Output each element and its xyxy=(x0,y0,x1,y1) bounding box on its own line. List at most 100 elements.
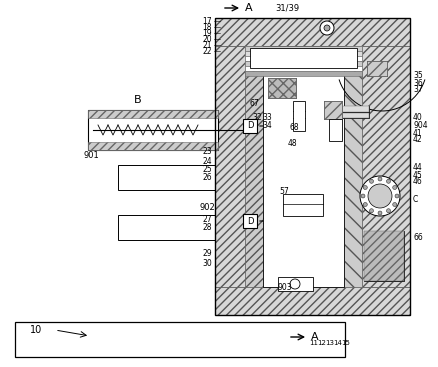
Text: 44: 44 xyxy=(413,164,423,172)
Bar xyxy=(367,61,387,76)
Bar xyxy=(364,231,404,281)
Circle shape xyxy=(320,21,334,35)
Text: 28: 28 xyxy=(202,224,212,233)
Text: 34: 34 xyxy=(262,121,272,131)
Text: 40: 40 xyxy=(413,113,423,123)
Bar xyxy=(243,119,257,133)
Text: 13: 13 xyxy=(325,340,334,346)
Text: 27: 27 xyxy=(202,215,212,225)
Circle shape xyxy=(363,185,367,189)
Bar xyxy=(339,106,369,118)
Bar xyxy=(362,46,410,287)
Text: 57: 57 xyxy=(279,188,289,196)
Text: 12: 12 xyxy=(317,340,326,346)
Bar xyxy=(283,194,323,216)
Bar xyxy=(118,215,215,240)
Bar xyxy=(215,18,410,46)
Bar xyxy=(245,61,362,66)
Bar xyxy=(293,101,305,131)
Bar xyxy=(245,56,362,61)
Text: 18: 18 xyxy=(202,22,212,32)
Text: 17: 17 xyxy=(202,17,212,25)
Bar xyxy=(245,46,362,51)
Circle shape xyxy=(370,209,374,213)
Bar xyxy=(250,48,357,68)
Bar xyxy=(245,46,263,287)
Text: 24: 24 xyxy=(202,157,212,167)
Bar xyxy=(88,110,218,150)
Text: 67: 67 xyxy=(250,98,260,108)
Bar xyxy=(268,78,296,98)
Circle shape xyxy=(324,25,330,31)
Text: 32: 32 xyxy=(252,113,261,121)
Circle shape xyxy=(361,194,365,198)
Text: 19: 19 xyxy=(202,29,212,37)
Circle shape xyxy=(393,185,397,189)
Text: 23: 23 xyxy=(202,148,212,156)
Text: 15: 15 xyxy=(341,340,350,346)
Circle shape xyxy=(378,177,382,181)
Text: D: D xyxy=(247,121,253,131)
Text: 35: 35 xyxy=(413,72,423,80)
Text: 48: 48 xyxy=(288,138,298,148)
Text: A: A xyxy=(245,3,253,13)
Text: 37: 37 xyxy=(413,86,423,94)
Bar xyxy=(88,142,218,150)
Bar xyxy=(118,165,215,190)
Text: 22: 22 xyxy=(202,47,212,55)
Text: 45: 45 xyxy=(413,171,423,179)
Bar xyxy=(367,256,402,281)
Bar xyxy=(15,322,345,357)
Bar xyxy=(324,101,342,119)
Circle shape xyxy=(393,203,397,207)
Bar xyxy=(329,119,342,141)
Bar xyxy=(344,46,362,287)
Bar xyxy=(364,231,404,281)
Bar xyxy=(243,214,257,228)
Text: 901: 901 xyxy=(83,150,99,160)
Bar xyxy=(268,78,296,98)
Text: 20: 20 xyxy=(202,34,212,44)
Text: 36: 36 xyxy=(413,79,423,87)
Text: C: C xyxy=(413,196,418,204)
Bar xyxy=(245,51,362,56)
Text: 14: 14 xyxy=(333,340,342,346)
Circle shape xyxy=(290,279,300,289)
Text: 46: 46 xyxy=(413,178,423,186)
Bar xyxy=(215,287,410,315)
Text: 11: 11 xyxy=(309,340,318,346)
Text: 25: 25 xyxy=(202,166,212,174)
Bar xyxy=(88,110,218,118)
Text: 30: 30 xyxy=(202,258,212,268)
Text: 21: 21 xyxy=(202,40,212,50)
Bar xyxy=(215,46,245,287)
Text: 29: 29 xyxy=(202,248,212,258)
Bar xyxy=(245,71,362,76)
Text: D: D xyxy=(247,217,253,225)
Text: 26: 26 xyxy=(202,174,212,182)
Text: 68: 68 xyxy=(290,124,300,132)
Bar xyxy=(367,61,387,76)
Circle shape xyxy=(370,179,374,183)
Circle shape xyxy=(386,209,391,213)
Text: 904: 904 xyxy=(413,121,427,131)
Text: 902: 902 xyxy=(200,203,216,212)
Bar xyxy=(245,66,362,71)
Text: B: B xyxy=(134,95,142,105)
Text: 10: 10 xyxy=(30,325,42,335)
Bar xyxy=(278,277,313,291)
Circle shape xyxy=(368,184,392,208)
Text: 903: 903 xyxy=(278,283,293,292)
Bar xyxy=(263,46,344,287)
Circle shape xyxy=(360,176,400,216)
Text: 41: 41 xyxy=(413,128,423,138)
Bar xyxy=(215,18,410,315)
Circle shape xyxy=(386,179,391,183)
Text: 42: 42 xyxy=(413,135,423,145)
Circle shape xyxy=(363,203,367,207)
Text: A: A xyxy=(311,332,318,342)
Circle shape xyxy=(378,211,382,215)
Text: 66: 66 xyxy=(413,233,423,243)
Bar xyxy=(324,101,342,119)
Bar xyxy=(339,106,369,118)
